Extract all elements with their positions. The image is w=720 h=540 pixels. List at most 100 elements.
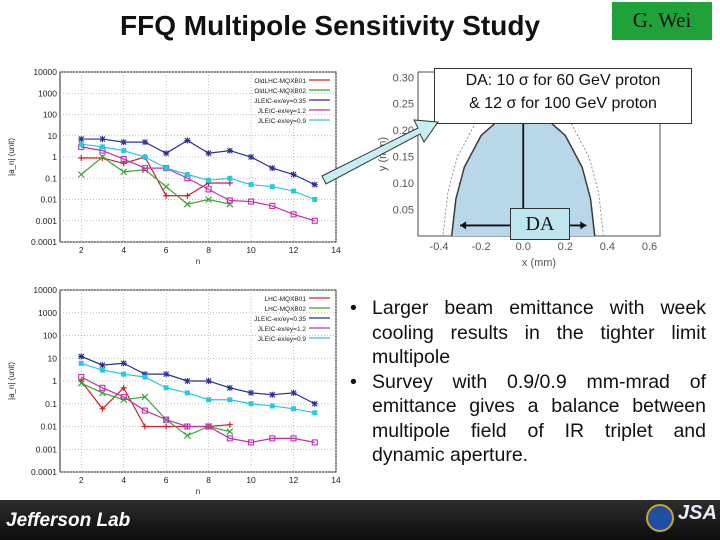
- data-point: [311, 217, 318, 224]
- y-tick-label: 0.30: [393, 72, 414, 84]
- data-point: [120, 384, 127, 391]
- y-tick-label: 0.10: [393, 178, 414, 190]
- data-point: [142, 154, 148, 160]
- data-point: [227, 397, 233, 403]
- data-point: [291, 406, 297, 412]
- da-label: DA: [510, 208, 570, 240]
- data-point: [290, 211, 297, 218]
- y-tick-label: 10: [48, 131, 58, 141]
- legend-label: JLEIC-ex/ey=0.35: [254, 316, 306, 323]
- x-tick-label: 4: [121, 475, 126, 485]
- multipole-chart-top: 10000 1000 100 10 1 0.1 0.01 0.001 0.0001 2 4 6 8 10 1…: [7, 67, 341, 266]
- jefferson-lab-logo: Jefferson Lab: [6, 510, 131, 531]
- x-tick-label: 10: [246, 245, 256, 255]
- chart-bottom: 10000 1000 100 10 1 0.1 0.01 0.001 0.0001 2 4 6 8 10 1…: [4, 284, 344, 498]
- data-point: [141, 371, 148, 378]
- y-tick-label: 10000: [33, 67, 57, 77]
- legend-label: OldLHC-MQXB02: [254, 88, 306, 95]
- data-point: [162, 183, 170, 191]
- y-tick-label: 1000: [38, 88, 57, 98]
- slide-title: FFQ Multipole Sensitivity Study: [120, 10, 541, 41]
- data-point: [206, 177, 212, 183]
- data-point: [121, 371, 127, 377]
- data-point: [290, 389, 297, 396]
- data-point: [163, 150, 170, 157]
- data-point: [183, 432, 191, 439]
- data-point: [78, 353, 85, 360]
- data-point: [163, 192, 170, 199]
- bullet-dot: •: [350, 297, 357, 319]
- y-tick-label: 0.25: [393, 99, 414, 111]
- y-tick-label: 0.05: [393, 205, 414, 217]
- legend-label: OldLHC-MQXB01: [254, 78, 306, 85]
- x-tick-label: 6: [164, 245, 169, 255]
- data-point: [248, 182, 254, 188]
- da-callout-line2: & 12 σ for 100 GeV proton: [469, 95, 657, 112]
- data-point: [226, 147, 233, 154]
- multipole-chart-bottom: 10000 1000 100 10 1 0.1 0.01 0.001 0.0001 2 4 6 8 10 1…: [7, 285, 341, 496]
- x-tick-label: 2: [79, 245, 84, 255]
- bullet-item: • Larger beam emittance with week cooling…: [350, 296, 706, 370]
- data-point: [99, 144, 105, 150]
- data-point: [205, 423, 212, 430]
- series-line: [80, 382, 230, 437]
- bullet-text: Survey with 0.9/0.9 mm-mrad of emittance…: [372, 370, 706, 467]
- legend-label: LHC-MQXB02: [264, 306, 306, 313]
- data-point: [206, 397, 212, 403]
- data-point: [120, 393, 127, 400]
- x-tick-label: 0.0: [516, 241, 531, 253]
- data-point: [184, 137, 191, 144]
- data-point: [99, 362, 106, 369]
- author-badge: G. Wei: [612, 2, 712, 40]
- data-point: [226, 179, 233, 186]
- data-point: [99, 367, 105, 373]
- y-tick-label: 1: [52, 376, 57, 386]
- data-point: [184, 172, 190, 178]
- data-point: [205, 186, 212, 193]
- x-tick-label: 10: [246, 475, 256, 485]
- jsa-logo: JSA: [678, 502, 717, 524]
- y-tick-label: 100: [43, 331, 57, 341]
- data-point: [78, 373, 85, 381]
- x-tick-label: 0.6: [642, 241, 657, 253]
- y-tick-label: 10000: [33, 285, 57, 295]
- series-line: [81, 143, 315, 201]
- y-tick-label: 0.01: [40, 195, 57, 205]
- data-point: [226, 421, 233, 428]
- series-line: [81, 362, 315, 414]
- data-point: [184, 378, 191, 384]
- data-point: [77, 379, 85, 387]
- data-point: [248, 439, 255, 446]
- da-callout-box: DA: 10 σ for 60 GeV proton & 12 σ for 10…: [434, 68, 692, 124]
- legend-label: JLEIC-ex/ey=0.9: [258, 336, 307, 343]
- data-point: [269, 391, 276, 398]
- x-axis-label: x (mm): [522, 257, 556, 269]
- bullet-text: Larger beam emittance with week cooling …: [372, 297, 706, 368]
- x-tick-label: 2: [79, 475, 84, 485]
- legend-label: LHC-MQXB01: [264, 296, 306, 303]
- x-axis-label: n: [196, 487, 200, 496]
- data-point: [78, 141, 84, 147]
- data-point: [269, 202, 276, 209]
- x-tick-label: 14: [331, 475, 341, 485]
- data-point: [141, 165, 148, 172]
- data-point: [120, 168, 128, 176]
- data-point: [99, 405, 106, 412]
- data-point: [269, 403, 275, 409]
- bullet-item: • Survey with 0.9/0.9 mm-mrad of emittanc…: [350, 370, 706, 468]
- data-point: [141, 407, 148, 414]
- x-tick-label: 14: [331, 245, 341, 255]
- series-line: [81, 138, 316, 186]
- x-tick-label: -0.2: [472, 241, 491, 253]
- data-point: [248, 401, 254, 407]
- series-line: [80, 156, 230, 205]
- x-tick-label: 0.2: [558, 241, 573, 253]
- data-point: [121, 148, 127, 154]
- legend-label: JLEIC-ex/ey=0.35: [254, 98, 306, 105]
- data-point: [120, 156, 127, 163]
- data-point: [78, 136, 85, 143]
- x-tick-label: 8: [206, 475, 211, 485]
- x-tick-label: 12: [289, 475, 299, 485]
- data-point: [78, 360, 84, 366]
- x-axis-label: n: [196, 257, 200, 266]
